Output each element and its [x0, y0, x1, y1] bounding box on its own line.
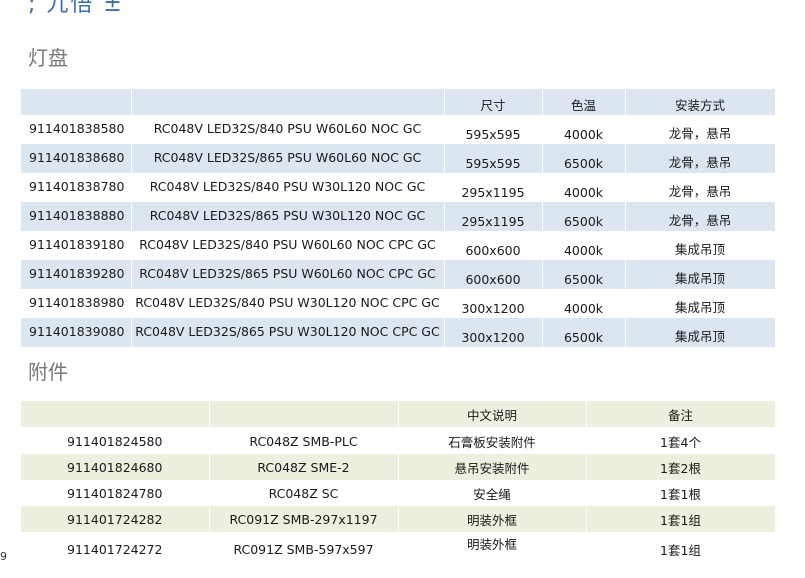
- cell-code: 911401824780: [21, 480, 210, 506]
- cell-model: RC048V LED32S/865 PSU W30L120 NOC GC: [131, 202, 445, 231]
- table-row: 911401839280 RC048V LED32S/865 PSU W60L6…: [21, 260, 776, 289]
- cell-code: 911401724282: [21, 506, 210, 532]
- table-row: 911401724272 RC091Z SMB-597x597 明装外框 1套1…: [21, 532, 776, 566]
- cell-model: RC048Z SMB-PLC: [209, 427, 399, 454]
- cell-description: 安全绳: [398, 480, 587, 506]
- header-mount: 安装方式: [625, 89, 776, 115]
- cell-code: 911401838980: [21, 289, 132, 318]
- cell-code: 911401838780: [21, 173, 132, 202]
- cell-note: 1套2根: [586, 454, 776, 480]
- cell-mount: 龙骨，悬吊: [625, 173, 776, 202]
- lights-table: 尺寸 色温 安装方式 911401838580 RC048V LED32S/84…: [21, 89, 776, 347]
- table-row: 911401824680 RC048Z SME-2 悬吊安装附件 1套2根: [21, 454, 776, 480]
- cell-model: RC048V LED32S/840 PSU W30L120 NOC GC: [131, 173, 445, 202]
- cell-description: 明装外框: [398, 506, 587, 532]
- cell-model: RC048V LED32S/865 PSU W30L120 NOC CPC GC: [131, 318, 445, 347]
- table-row: 911401824780 RC048Z SC 安全绳 1套1根: [21, 480, 776, 506]
- table-row: 911401839080 RC048V LED32S/865 PSU W30L1…: [21, 318, 776, 347]
- cell-mount: 龙骨，悬吊: [625, 144, 776, 173]
- cell-size: 595x595: [444, 144, 543, 173]
- cell-size: 295x1195: [444, 173, 543, 202]
- table-row: 911401724282 RC091Z SMB-297x1197 明装外框 1套…: [21, 506, 776, 532]
- page-number: 9: [0, 550, 7, 563]
- accessories-table: 中文说明 备注 911401824580 RC048Z SMB-PLC 石膏板安…: [21, 401, 776, 566]
- cell-model: RC091Z SMB-597x597: [209, 532, 399, 566]
- cell-code: 911401839180: [21, 231, 132, 260]
- cell-note: 1套1根: [586, 480, 776, 506]
- cell-size: 300x1200: [444, 289, 543, 318]
- header-description: 中文说明: [398, 401, 587, 428]
- cell-code: 911401839280: [21, 260, 132, 289]
- section-title-accessories: 附件: [28, 360, 68, 384]
- page-header-fragment: ; 九悟 ±: [28, 0, 124, 17]
- cell-temp: 4000k: [542, 231, 626, 260]
- table-row: 911401838580 RC048V LED32S/840 PSU W60L6…: [21, 115, 776, 144]
- table-row: 911401839180 RC048V LED32S/840 PSU W60L6…: [21, 231, 776, 260]
- cell-note: 1套1组: [586, 506, 776, 532]
- table-row: 911401838880 RC048V LED32S/865 PSU W30L1…: [21, 202, 776, 231]
- cell-temp: 6500k: [542, 202, 626, 231]
- cell-mount: 集成吊顶: [625, 260, 776, 289]
- cell-code: 911401838580: [21, 115, 132, 144]
- cell-model: RC048V LED32S/840 PSU W60L60 NOC GC: [131, 115, 445, 144]
- cell-model: RC048Z SC: [209, 480, 399, 506]
- cell-size: 600x600: [444, 260, 543, 289]
- cell-model: RC048V LED32S/865 PSU W60L60 NOC CPC GC: [131, 260, 445, 289]
- header-model: [209, 401, 399, 428]
- cell-description: 悬吊安装附件: [398, 454, 587, 480]
- table-row: 911401838980 RC048V LED32S/840 PSU W30L1…: [21, 289, 776, 318]
- cell-size: 295x1195: [444, 202, 543, 231]
- cell-model: RC048V LED32S/840 PSU W30L120 NOC CPC GC: [131, 289, 445, 318]
- cell-model: RC091Z SMB-297x1197: [209, 506, 399, 532]
- table-header-row: 中文说明 备注: [21, 401, 776, 428]
- cell-note: 1套4个: [586, 427, 776, 454]
- table-row: 911401838680 RC048V LED32S/865 PSU W60L6…: [21, 144, 776, 173]
- table-header-row: 尺寸 色温 安装方式: [21, 89, 776, 115]
- cell-mount: 集成吊顶: [625, 289, 776, 318]
- header-code: [21, 401, 210, 428]
- table-row: 911401838780 RC048V LED32S/840 PSU W30L1…: [21, 173, 776, 202]
- cell-size: 300x1200: [444, 318, 543, 347]
- cell-mount: 集成吊顶: [625, 318, 776, 347]
- header-note: 备注: [586, 401, 776, 428]
- cell-code: 911401838880: [21, 202, 132, 231]
- cell-model: RC048V LED32S/840 PSU W60L60 NOC CPC GC: [131, 231, 445, 260]
- cell-mount: 集成吊顶: [625, 231, 776, 260]
- cell-model: RC048Z SME-2: [209, 454, 399, 480]
- cell-size: 595x595: [444, 115, 543, 144]
- cell-mount: 龙骨，悬吊: [625, 202, 776, 231]
- cell-temp: 4000k: [542, 115, 626, 144]
- table-row: 911401824580 RC048Z SMB-PLC 石膏板安装附件 1套4个: [21, 427, 776, 454]
- cell-temp: 6500k: [542, 318, 626, 347]
- cell-temp: 4000k: [542, 173, 626, 202]
- cell-code: 911401839080: [21, 318, 132, 347]
- cell-code: 911401838680: [21, 144, 132, 173]
- cell-note: 1套1组: [586, 532, 776, 566]
- section-title-lights: 灯盘: [28, 46, 68, 70]
- cell-code: 911401824580: [21, 427, 210, 454]
- cell-model: RC048V LED32S/865 PSU W60L60 NOC GC: [131, 144, 445, 173]
- cell-temp: 4000k: [542, 289, 626, 318]
- cell-size: 600x600: [444, 231, 543, 260]
- cell-mount: 龙骨，悬吊: [625, 115, 776, 144]
- header-temp: 色温: [542, 89, 626, 115]
- header-size: 尺寸: [444, 89, 543, 115]
- cell-description: 石膏板安装附件: [398, 427, 587, 454]
- cell-code: 911401824680: [21, 454, 210, 480]
- header-code: [21, 89, 132, 115]
- cell-code: 911401724272: [21, 532, 210, 566]
- cell-description: 明装外框: [398, 532, 587, 566]
- header-model: [131, 89, 445, 115]
- cell-temp: 6500k: [542, 144, 626, 173]
- cell-temp: 6500k: [542, 260, 626, 289]
